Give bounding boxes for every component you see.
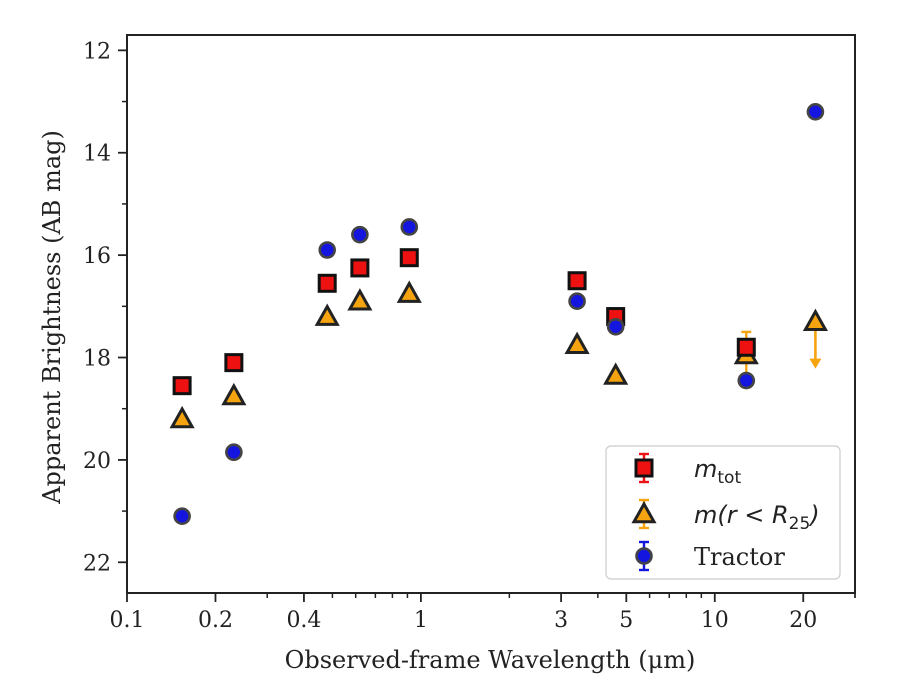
plot-frame [126,34,856,594]
y-tick-label: 16 [83,244,111,269]
data-point [736,337,756,357]
data-point [603,362,629,385]
legend-label: mtot [694,455,741,488]
x-tick-label: 3 [554,608,568,633]
legend-marker [635,547,653,565]
y-tick-label: 14 [83,142,111,167]
data-point [224,353,244,373]
data-point [396,280,422,303]
x-tick-label: 20 [789,608,817,633]
legend-item: Tractor [635,540,785,572]
data-point [225,443,243,462]
x-axis-label: Observed-frame Wavelength (μm) [285,646,696,674]
legend-box [605,445,841,580]
y-tick-label: 18 [83,347,111,372]
data-point [399,248,419,268]
legend-item: mtot [634,452,741,488]
data-point [318,241,337,259]
data-point [564,331,590,355]
y-tick-label: 22 [83,551,111,576]
series-circle [173,102,825,526]
data-point [173,507,191,526]
x-tick-label: 5 [619,608,633,633]
data-point [314,303,340,326]
y-tick-label: 20 [83,449,111,474]
y-tick-label: 12 [83,39,111,64]
legend-marker [631,500,657,524]
data-point [347,288,373,311]
data-point [169,405,195,429]
data-marks [169,102,828,526]
data-point [351,225,369,244]
legend-label: m(r < R25) [694,501,820,534]
legend-item: m(r < R25) [631,498,820,534]
data-point [400,218,419,236]
upper-limit-arrowhead [809,358,822,369]
data-point [737,371,756,390]
x-tick-label: 10 [701,608,729,633]
series-square [172,248,756,396]
x-tick-label: 1 [414,608,428,633]
data-point [806,102,825,121]
data-point [802,308,828,331]
data-point [172,376,192,396]
x-tick-label: 0.1 [110,608,145,633]
x-tick-label: 0.2 [198,608,233,633]
data-point [317,273,337,293]
data-point [606,317,625,336]
x-axis: 0.1 0.2 0.4 1 3 5 10 20 [110,593,856,633]
data-point [350,258,370,278]
data-point [567,271,587,291]
data-point [221,382,247,406]
data-point [568,292,586,311]
y-axis-label: Apparent Brightness (AB mag) [38,130,66,505]
legend-marker [634,458,654,478]
legend-label: Tractor [694,543,785,571]
series-triangle [169,280,828,429]
x-tick-label: 0.4 [286,608,321,633]
legend: mtot m(r < R25) Tractor [605,445,841,580]
y-axis: 12 14 16 18 20 22 [83,39,127,576]
